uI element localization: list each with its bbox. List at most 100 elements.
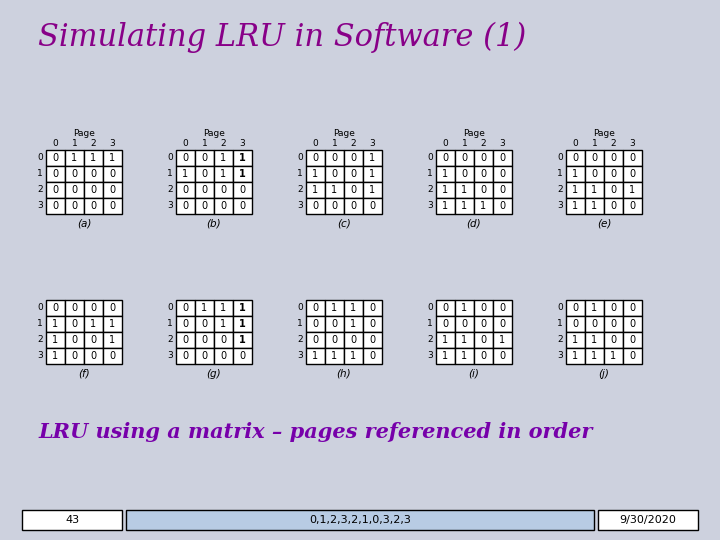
Text: 2: 2 [297,186,303,194]
Bar [84,332,103,348]
Bar [566,316,585,332]
Text: 0: 0 [312,139,318,148]
Bar [84,166,103,182]
Text: 0: 0 [462,319,467,329]
Text: 0: 0 [312,153,318,163]
Text: 1: 1 [591,335,598,345]
Text: (a): (a) [77,219,91,229]
Bar [214,166,233,182]
Text: 1: 1 [37,320,43,328]
Text: 1: 1 [557,320,563,328]
Bar [344,182,363,198]
Bar [493,300,512,316]
Bar [176,316,195,332]
Text: 1: 1 [331,185,338,195]
Text: 0: 0 [629,303,636,313]
Bar [214,300,233,316]
Bar [214,348,233,364]
Text: 1: 1 [239,153,246,163]
Bar [325,166,344,182]
Text: 0: 0 [369,201,376,211]
Bar [363,316,382,332]
Bar [214,332,233,348]
Text: 0: 0 [442,319,449,329]
Bar [325,198,344,214]
Text: 3: 3 [369,139,375,148]
Text: 2: 2 [611,139,616,148]
Bar [363,150,382,166]
Text: 0: 0 [331,335,338,345]
Bar [306,332,325,348]
Text: 0: 0 [500,303,505,313]
Bar [103,150,122,166]
Text: 1: 1 [220,169,227,179]
Bar [344,348,363,364]
Text: (j): (j) [598,369,609,379]
Text: 0: 0 [500,169,505,179]
Bar [623,316,642,332]
Text: 1: 1 [239,303,246,313]
Bar [493,332,512,348]
Text: 0: 0 [71,185,78,195]
Bar [455,166,474,182]
Bar [65,332,84,348]
Bar [176,182,195,198]
Text: 9/30/2020: 9/30/2020 [620,515,676,525]
Text: 0: 0 [109,169,116,179]
Text: 1: 1 [591,351,598,361]
Text: 3: 3 [629,139,635,148]
Bar [46,332,65,348]
Bar [233,150,252,166]
Text: 0: 0 [202,201,207,211]
Text: 0: 0 [53,139,58,148]
Bar [455,182,474,198]
Text: 1: 1 [351,303,356,313]
Text: 0: 0 [572,153,579,163]
Text: 1: 1 [462,201,467,211]
Bar [344,332,363,348]
Text: 1: 1 [427,170,433,179]
Text: Page: Page [463,130,485,138]
Bar [623,348,642,364]
Text: (e): (e) [597,219,611,229]
Text: 3: 3 [557,201,563,211]
Text: 1: 1 [109,153,116,163]
Bar [566,332,585,348]
Text: 1: 1 [369,153,376,163]
Bar [455,348,474,364]
Text: 0: 0 [183,139,189,148]
Text: 0: 0 [182,153,189,163]
Text: 2: 2 [481,139,486,148]
Text: 0: 0 [91,335,96,345]
Text: 0: 0 [611,201,616,211]
Bar [46,182,65,198]
Bar [46,316,65,332]
Text: 1: 1 [572,185,579,195]
Bar [493,166,512,182]
Text: 1: 1 [442,201,449,211]
Text: 0: 0 [480,319,487,329]
Text: 2: 2 [557,186,563,194]
Text: 3: 3 [37,201,43,211]
Text: 1: 1 [462,335,467,345]
Text: 0: 0 [611,303,616,313]
Text: 2: 2 [37,186,42,194]
Bar [195,332,214,348]
Bar [623,166,642,182]
Text: 1: 1 [480,201,487,211]
Text: 1: 1 [592,139,598,148]
Bar [46,150,65,166]
Bar [84,182,103,198]
Text: 0: 0 [480,185,487,195]
Bar [363,166,382,182]
Bar [103,348,122,364]
Bar [585,316,604,332]
Bar [474,348,493,364]
Text: 0: 0 [611,319,616,329]
Bar [195,316,214,332]
Text: 1: 1 [442,335,449,345]
Text: 0: 0 [202,153,207,163]
Bar [195,198,214,214]
Bar [325,332,344,348]
Text: 1: 1 [442,185,449,195]
